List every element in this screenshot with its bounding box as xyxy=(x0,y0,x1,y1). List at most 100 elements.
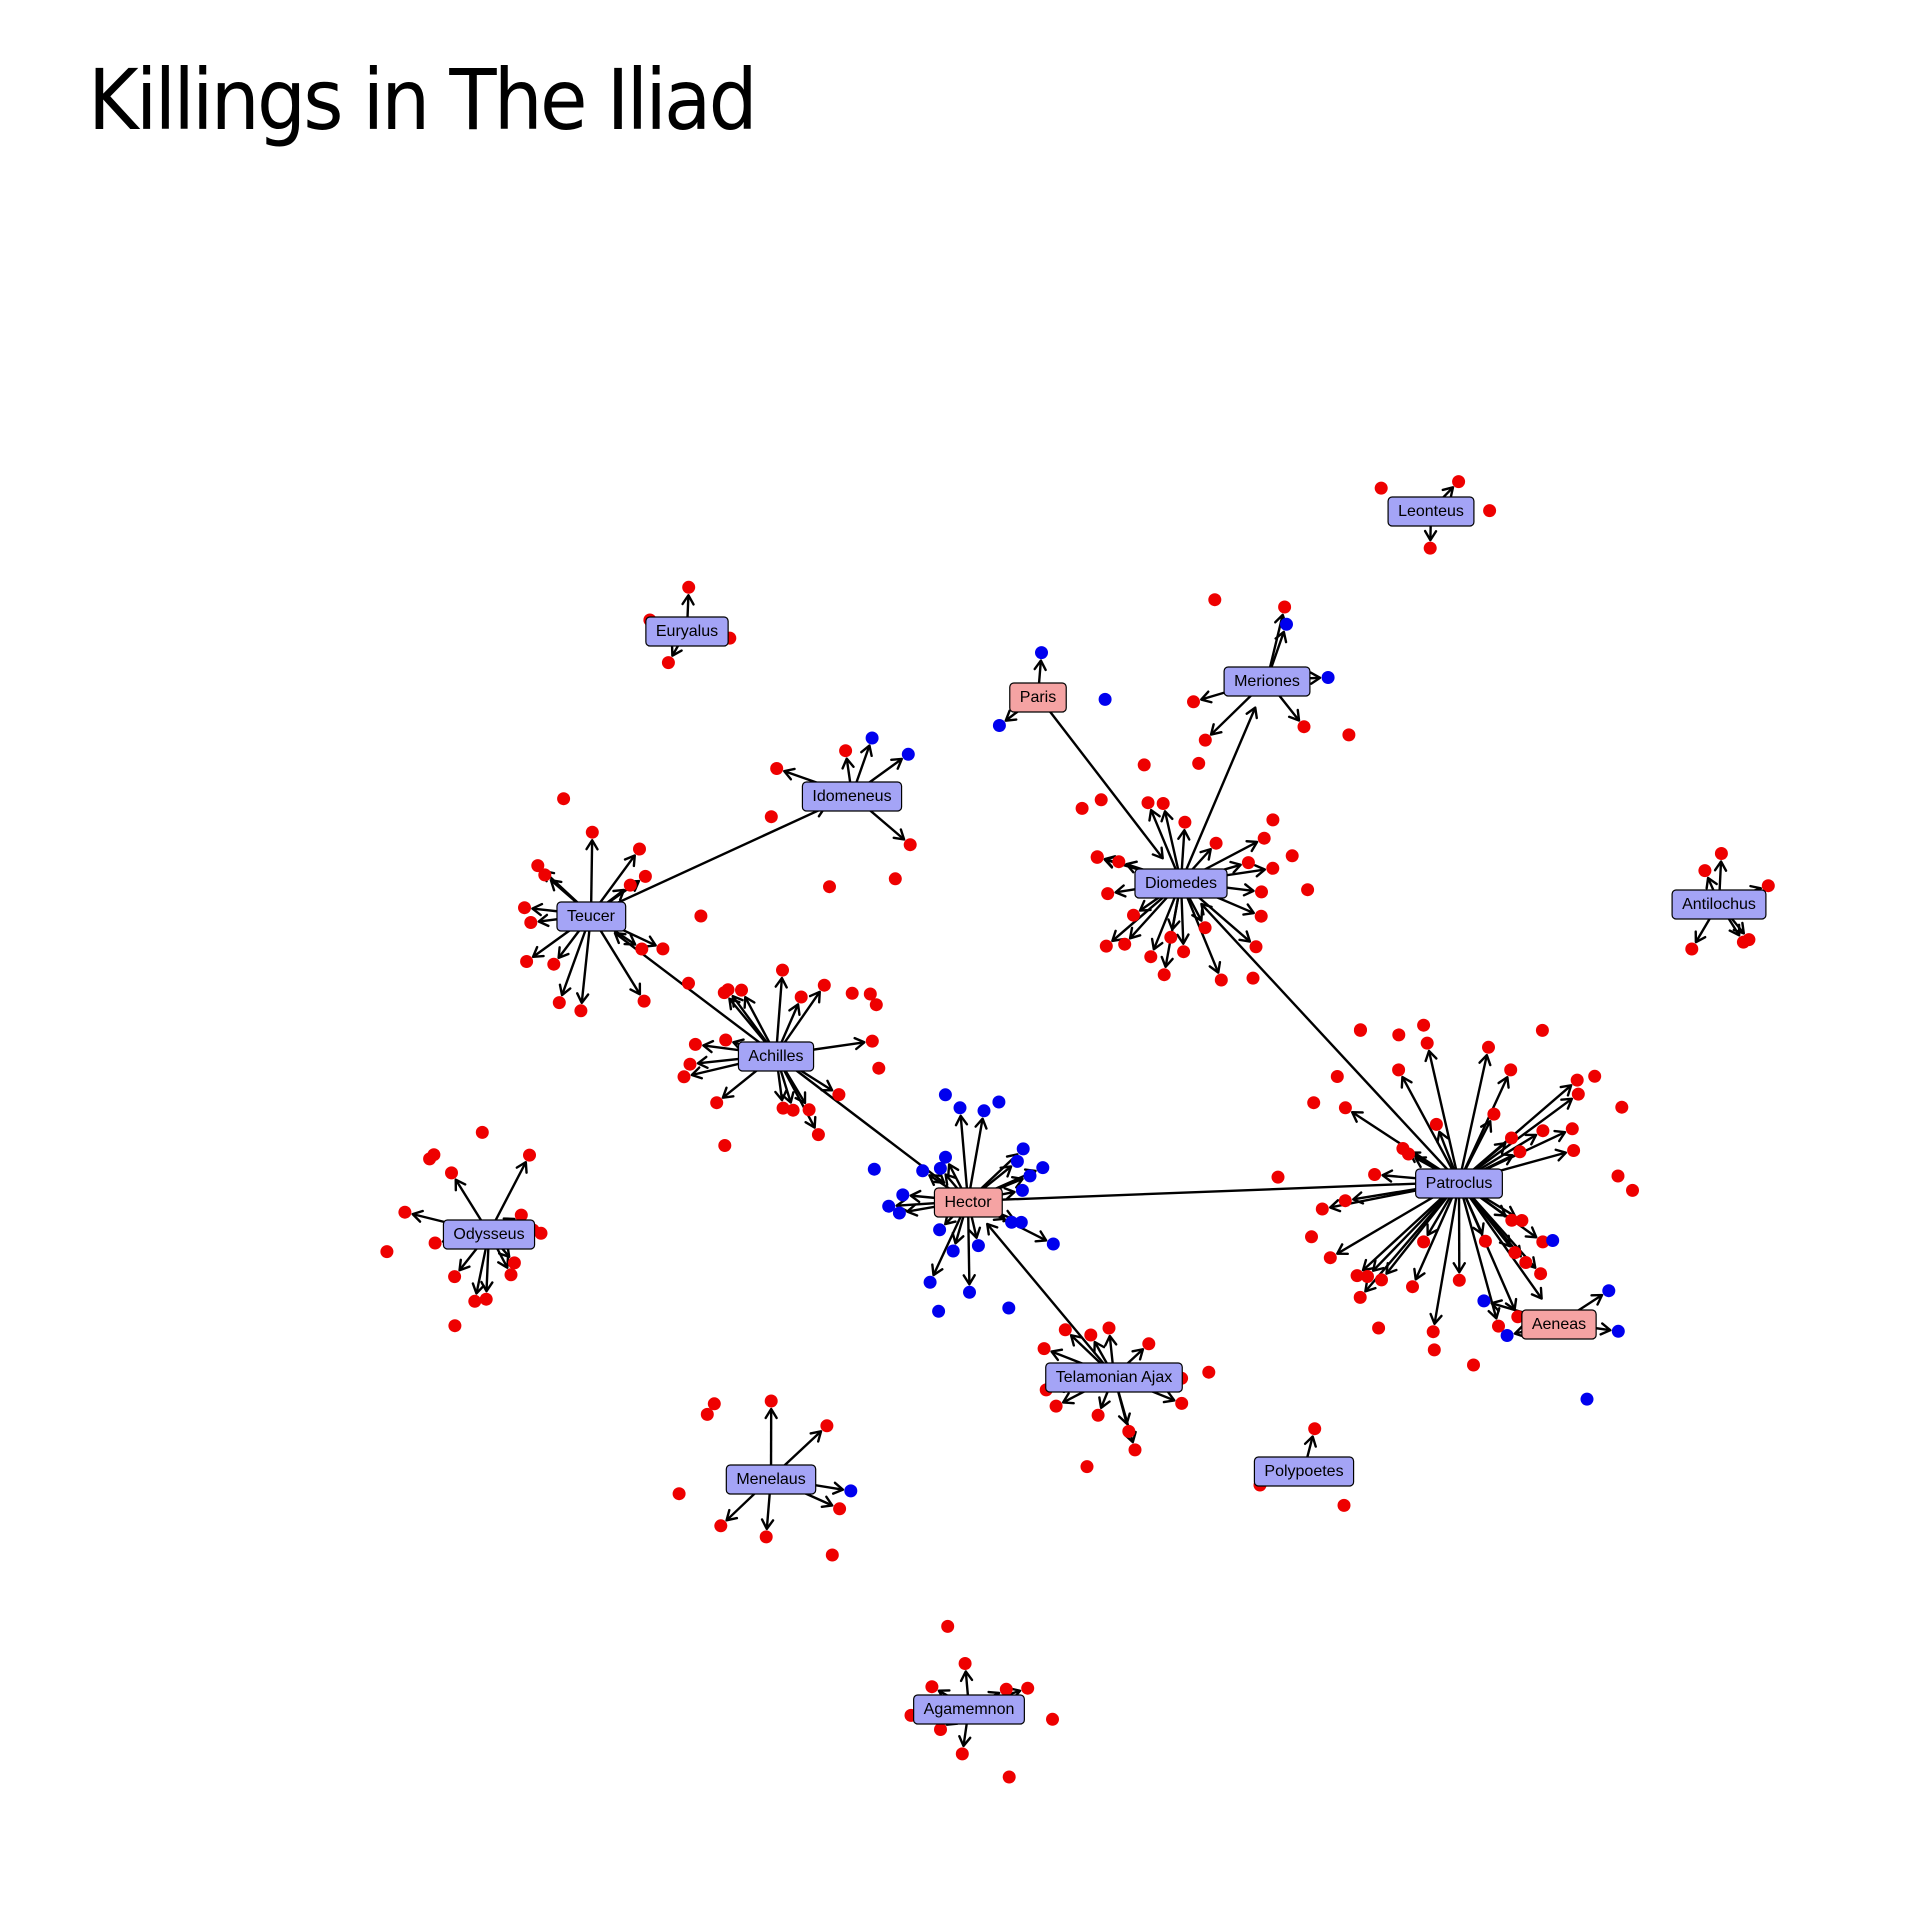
trojan-victim-dot xyxy=(1202,1365,1216,1379)
trojan-victim-dot xyxy=(1417,1235,1431,1249)
trojan-victim-dot xyxy=(574,1004,588,1018)
trojan-victim-dot xyxy=(672,1487,686,1501)
trojan-victim-dot xyxy=(1094,793,1108,807)
trojan-victim-dot xyxy=(1249,940,1263,954)
victim-edge xyxy=(954,1114,970,1202)
trojan-victim-dot xyxy=(623,878,637,892)
trojan-victim-dot xyxy=(1714,847,1728,860)
trojan-victim-dot xyxy=(735,983,748,997)
trojan-victim-dot xyxy=(1361,1270,1374,1283)
node-box xyxy=(725,1464,817,1495)
node-label: Idomeneus xyxy=(812,788,891,805)
trojan-victim-dot xyxy=(925,1680,939,1694)
trojan-victim-dot xyxy=(1338,1194,1352,1208)
node-diomedes: Diomedes xyxy=(1134,868,1228,899)
trojan-victim-dot xyxy=(1487,1107,1501,1121)
trojan-victim-dot xyxy=(1128,1443,1142,1457)
named-killing-edge xyxy=(1037,695,1164,860)
trojan-victim-dot xyxy=(380,1245,394,1259)
trojan-victim-dot xyxy=(661,656,675,670)
victim-edge xyxy=(1429,1181,1461,1326)
node-label: Patroclus xyxy=(1426,1175,1493,1192)
node-idomeneus: Idomeneus xyxy=(801,781,903,812)
trojan-victim-dot xyxy=(1118,937,1132,951)
trojan-victim-dot xyxy=(1338,1101,1352,1115)
trojan-victim-dot xyxy=(694,909,708,923)
trojan-victim-dot xyxy=(683,1057,697,1071)
trojan-victim-dot xyxy=(817,978,831,992)
trojan-victim-dot xyxy=(1626,1183,1639,1197)
node-box xyxy=(933,1187,1003,1218)
trojan-victim-dot xyxy=(1002,1770,1016,1784)
trojan-victim-dot xyxy=(825,1548,839,1562)
trojan-victim-dot xyxy=(1402,1147,1415,1161)
node-aeneas: Aeneas xyxy=(1521,1309,1597,1340)
trojan-victim-dot xyxy=(1420,1036,1434,1050)
trojan-victim-dot xyxy=(1214,973,1228,987)
named-killing-edge xyxy=(986,1222,1115,1377)
trojan-victim-dot xyxy=(1102,1321,1116,1335)
greek-victim-dot xyxy=(1016,1142,1030,1156)
trojan-victim-dot xyxy=(1519,1256,1533,1269)
trojan-victim-dot xyxy=(1374,481,1388,495)
trojan-victim-dot xyxy=(1761,879,1775,893)
trojan-victim-dot xyxy=(1285,849,1299,863)
trojan-victim-dot xyxy=(1685,942,1699,956)
trojan-victim-dot xyxy=(1037,1342,1051,1356)
node-label: Telamonian Ajax xyxy=(1056,1369,1173,1386)
trojan-victim-dot xyxy=(845,986,859,1000)
trojan-victim-dot xyxy=(514,1208,528,1222)
node-label: Meriones xyxy=(1234,673,1300,690)
trojan-victim-dot xyxy=(958,1657,972,1670)
named-killing-edge xyxy=(1179,706,1258,883)
trojan-victim-dot xyxy=(428,1236,442,1250)
greek-victim-dot xyxy=(946,1244,960,1258)
trojan-victim-dot xyxy=(719,1033,733,1047)
victim-dots-layer xyxy=(380,475,1775,1784)
trojan-victim-dot xyxy=(863,987,877,1001)
trojan-victim-dot xyxy=(448,1319,462,1333)
greek-victim-dot xyxy=(1005,1215,1019,1229)
node-polypoetes: Polypoetes xyxy=(1253,1456,1355,1487)
trojan-victim-dot xyxy=(1127,908,1140,922)
trojan-victim-dot xyxy=(1504,1063,1518,1077)
trojan-victim-dot xyxy=(1508,1246,1522,1260)
edges-layer xyxy=(411,486,1762,1748)
trojan-victim-dot xyxy=(999,1682,1013,1696)
trojan-victim-dot xyxy=(1452,475,1466,489)
greek-victim-dot xyxy=(1321,671,1335,684)
trojan-victim-dot xyxy=(1534,1267,1548,1281)
trojan-victim-dot xyxy=(941,1619,955,1633)
trojan-victim-dot xyxy=(677,1070,691,1084)
trojan-victim-dot xyxy=(1058,1323,1072,1337)
node-label: Menelaus xyxy=(736,1471,805,1488)
trojan-victim-dot xyxy=(1342,728,1356,742)
trojan-victim-dot xyxy=(707,1397,721,1411)
trojan-victim-dot xyxy=(1157,968,1171,982)
node-box xyxy=(1045,1362,1183,1393)
trojan-victim-dot xyxy=(638,869,652,883)
trojan-victim-dot xyxy=(445,1166,458,1180)
named-killing-edge xyxy=(1458,1181,1543,1300)
trojan-victim-dot xyxy=(1426,1325,1440,1339)
victim-edge xyxy=(1457,1053,1492,1183)
greek-victim-dot xyxy=(1580,1392,1594,1406)
node-menelaus: Menelaus xyxy=(725,1464,817,1495)
trojan-victim-dot xyxy=(1101,887,1115,901)
trojan-victim-dot xyxy=(468,1294,482,1308)
trojan-victim-dot xyxy=(524,916,538,929)
greek-victim-dot xyxy=(1098,692,1112,706)
greek-victim-dot xyxy=(865,731,879,745)
trojan-victim-dot xyxy=(764,810,778,824)
trojan-victim-dot xyxy=(1266,861,1280,875)
victim-edge xyxy=(1364,1181,1460,1293)
named-killing-edge xyxy=(1200,902,1460,1183)
trojan-victim-dot xyxy=(1254,909,1268,923)
node-label: Odysseus xyxy=(453,1226,524,1243)
trojan-victim-dot xyxy=(833,1502,847,1516)
trojan-victim-dot xyxy=(1315,1202,1329,1216)
node-odysseus: Odysseus xyxy=(442,1219,536,1250)
trojan-victim-dot xyxy=(869,998,883,1012)
trojan-victim-dot xyxy=(770,762,784,775)
trojan-victim-dot xyxy=(794,990,808,1004)
